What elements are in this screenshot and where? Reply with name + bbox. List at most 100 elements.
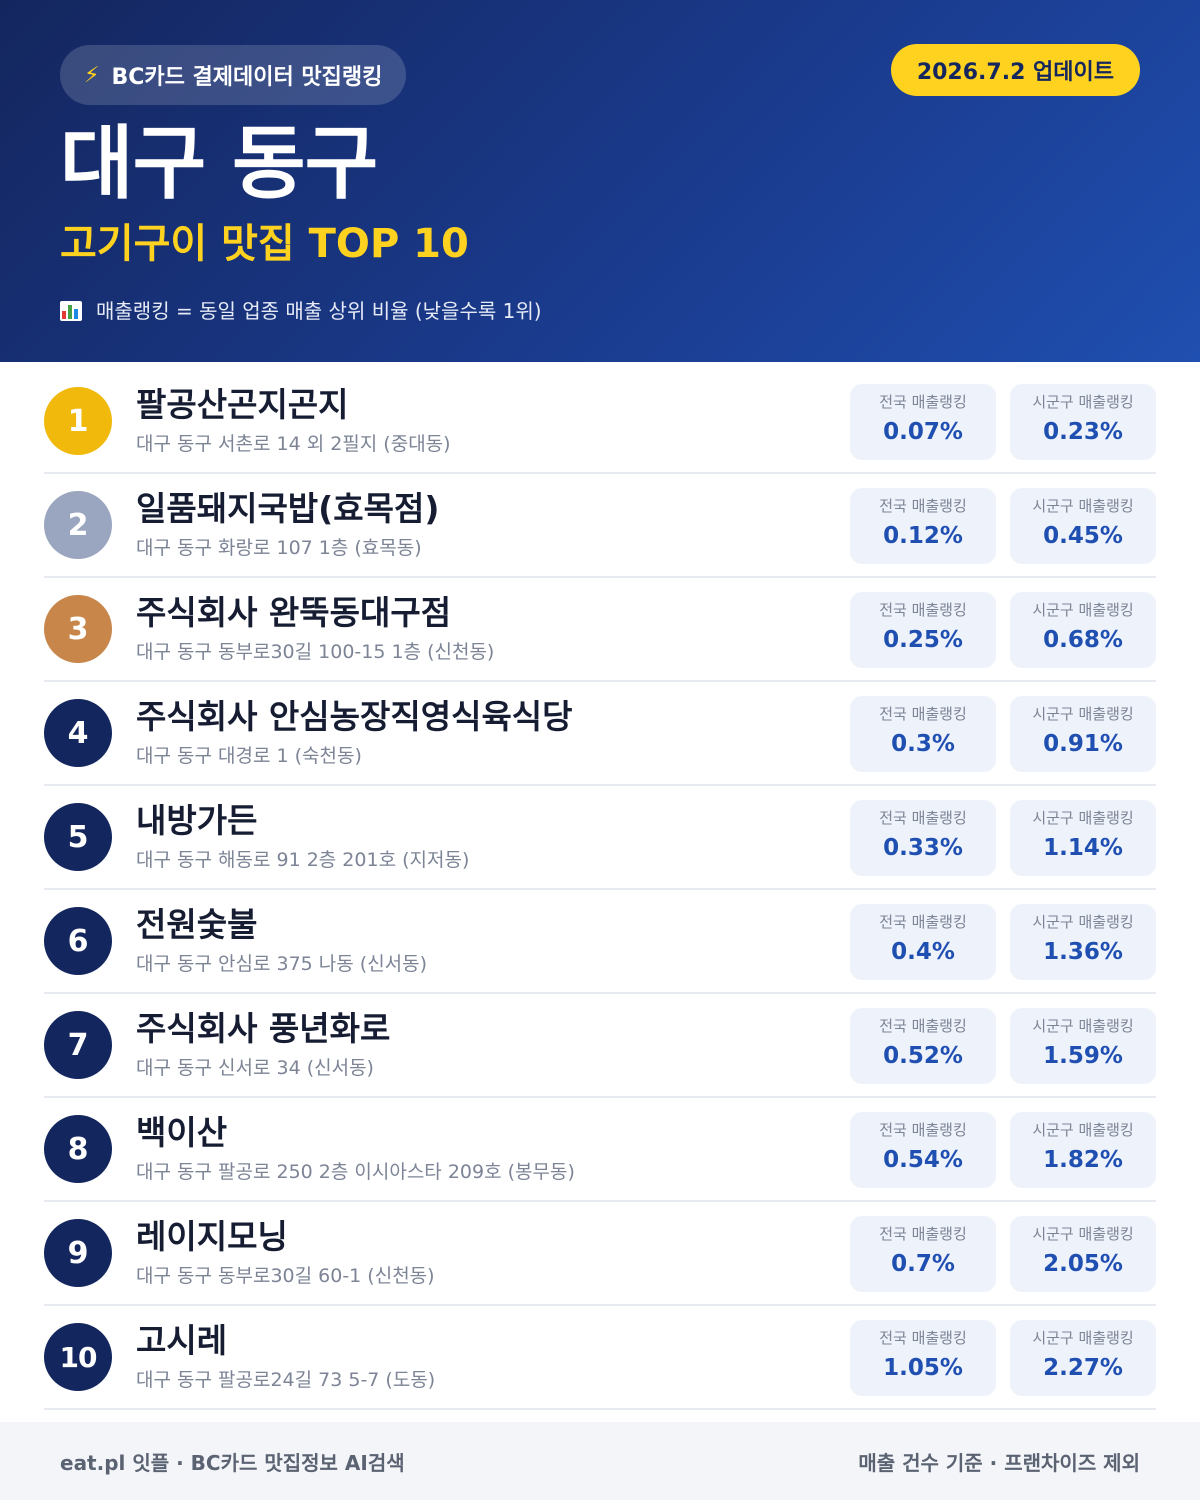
district-ranking-label: 시군구 매출랭킹 (1032, 1121, 1134, 1139)
restaurant-name[interactable]: 일품돼지국밥(효목점) (136, 489, 440, 528)
restaurant-address: 대구 동구 해동로 91 2층 201호 (지저동) (136, 849, 470, 871)
restaurant-name[interactable]: 레이지모닝 (136, 1217, 288, 1256)
restaurant-name[interactable]: 주식회사 풍년화로 (136, 1009, 391, 1048)
national-ranking-box: 전국 매출랭킹 0.33% (850, 800, 996, 876)
district-ranking-label: 시군구 매출랭킹 (1032, 1017, 1134, 1035)
national-ranking-label: 전국 매출랭킹 (879, 497, 967, 515)
national-ranking-label: 전국 매출랭킹 (879, 809, 967, 827)
national-ranking-box: 전국 매출랭킹 0.4% (850, 904, 996, 980)
national-ranking-label: 전국 매출랭킹 (879, 1225, 967, 1243)
national-ranking-value: 0.7% (891, 1251, 955, 1277)
restaurant-name[interactable]: 고시레 (136, 1321, 228, 1360)
district-ranking-box: 시군구 매출랭킹 1.36% (1010, 904, 1156, 980)
list-item[interactable]: 3 주식회사 완뚝동대구점 대구 동구 동부로30길 100-15 1층 (신천… (44, 578, 1156, 682)
rank-badge: 6 (44, 907, 112, 975)
district-ranking-value: 0.23% (1043, 419, 1123, 445)
district-ranking-value: 1.36% (1043, 939, 1123, 965)
national-ranking-box: 전국 매출랭킹 0.7% (850, 1216, 996, 1292)
national-ranking-box: 전국 매출랭킹 0.52% (850, 1008, 996, 1084)
district-ranking-value: 0.45% (1043, 523, 1123, 549)
rank-badge: 9 (44, 1219, 112, 1287)
national-ranking-box: 전국 매출랭킹 0.3% (850, 696, 996, 772)
national-ranking-value: 0.07% (883, 419, 963, 445)
district-ranking-value: 1.82% (1043, 1147, 1123, 1173)
district-ranking-box: 시군구 매출랭킹 1.14% (1010, 800, 1156, 876)
national-ranking-label: 전국 매출랭킹 (879, 1017, 967, 1035)
district-ranking-value: 0.68% (1043, 627, 1123, 653)
brand-pill: ⚡ BC카드 결제데이터 맛집랭킹 (60, 45, 407, 105)
district-ranking-box: 시군구 매출랭킹 0.23% (1010, 384, 1156, 460)
update-badge: 2026.7.2 업데이트 (890, 44, 1140, 96)
restaurant-address: 대구 동구 대경로 1 (숙천동) (136, 745, 362, 767)
national-ranking-box: 전국 매출랭킹 0.25% (850, 592, 996, 668)
list-item[interactable]: 2 일품돼지국밥(효목점) 대구 동구 화랑로 107 1층 (효목동) 전국 … (44, 474, 1156, 578)
footer: eat.pl 잇플 · BC카드 맛집정보 AI검색 매출 건수 기준 · 프랜… (0, 1422, 1200, 1500)
rank-badge: 4 (44, 699, 112, 767)
list-item[interactable]: 10 고시레 대구 동구 팔공로24길 73 5-7 (도동) 전국 매출랭킹 … (44, 1306, 1156, 1410)
district-ranking-value: 2.27% (1043, 1355, 1123, 1381)
district-ranking-value: 0.91% (1043, 731, 1123, 757)
national-ranking-value: 0.54% (883, 1147, 963, 1173)
header-banner: ⚡ BC카드 결제데이터 맛집랭킹 2026.7.2 업데이트 대구 동구 고기… (0, 0, 1200, 362)
district-ranking-box: 시군구 매출랭킹 0.45% (1010, 488, 1156, 564)
national-ranking-value: 0.12% (883, 523, 963, 549)
district-ranking-value: 1.14% (1043, 835, 1123, 861)
district-ranking-box: 시군구 매출랭킹 0.91% (1010, 696, 1156, 772)
district-ranking-box: 시군구 매출랭킹 0.68% (1010, 592, 1156, 668)
district-ranking-box: 시군구 매출랭킹 2.27% (1010, 1320, 1156, 1396)
national-ranking-value: 1.05% (883, 1355, 963, 1381)
national-ranking-box: 전국 매출랭킹 1.05% (850, 1320, 996, 1396)
list-item[interactable]: 6 전원숯불 대구 동구 안심로 375 나동 (신서동) 전국 매출랭킹 0.… (44, 890, 1156, 994)
rank-badge: 3 (44, 595, 112, 663)
restaurant-address: 대구 동구 서촌로 14 외 2필지 (중대동) (136, 433, 451, 455)
page-subtitle: 고기구이 맛집 TOP 10 (60, 221, 469, 267)
bolt-icon: ⚡ (84, 62, 100, 88)
restaurant-name[interactable]: 백이산 (136, 1113, 228, 1152)
list-item[interactable]: 5 내방가든 대구 동구 해동로 91 2층 201호 (지저동) 전국 매출랭… (44, 786, 1156, 890)
national-ranking-label: 전국 매출랭킹 (879, 1121, 967, 1139)
national-ranking-label: 전국 매출랭킹 (879, 393, 967, 411)
brand-label: BC카드 결제데이터 맛집랭킹 (111, 65, 383, 90)
rank-badge: 2 (44, 491, 112, 559)
list-item[interactable]: 8 백이산 대구 동구 팔공로 250 2층 이시아스타 209호 (봉무동) … (44, 1098, 1156, 1202)
restaurant-name[interactable]: 팔공산곤지곤지 (136, 385, 349, 424)
restaurant-name[interactable]: 내방가든 (136, 801, 258, 840)
district-ranking-box: 시군구 매출랭킹 1.59% (1010, 1008, 1156, 1084)
district-ranking-value: 1.59% (1043, 1043, 1123, 1069)
list-item[interactable]: 9 레이지모닝 대구 동구 동부로30길 60-1 (신천동) 전국 매출랭킹 … (44, 1202, 1156, 1306)
national-ranking-value: 0.3% (891, 731, 955, 757)
district-ranking-label: 시군구 매출랭킹 (1032, 1329, 1134, 1347)
district-ranking-box: 시군구 매출랭킹 2.05% (1010, 1216, 1156, 1292)
national-ranking-label: 전국 매출랭킹 (879, 705, 967, 723)
footer-criteria: 매출 건수 기준 · 프랜차이즈 제외 (858, 1450, 1140, 1475)
national-ranking-value: 0.4% (891, 939, 955, 965)
restaurant-address: 대구 동구 동부로30길 100-15 1층 (신천동) (136, 641, 495, 663)
district-ranking-value: 2.05% (1043, 1251, 1123, 1277)
national-ranking-value: 0.52% (883, 1043, 963, 1069)
national-ranking-box: 전국 매출랭킹 0.54% (850, 1112, 996, 1188)
restaurant-address: 대구 동구 화랑로 107 1층 (효목동) (136, 537, 422, 559)
national-ranking-box: 전국 매출랭킹 0.12% (850, 488, 996, 564)
restaurant-name[interactable]: 전원숯불 (136, 905, 258, 944)
list-item[interactable]: 4 주식회사 안심농장직영식육식당 대구 동구 대경로 1 (숙천동) 전국 매… (44, 682, 1156, 786)
restaurant-address: 대구 동구 팔공로24길 73 5-7 (도동) (136, 1369, 436, 1391)
district-ranking-label: 시군구 매출랭킹 (1032, 497, 1134, 515)
restaurant-address: 대구 동구 안심로 375 나동 (신서동) (136, 953, 428, 975)
rank-badge: 7 (44, 1011, 112, 1079)
national-ranking-value: 0.33% (883, 835, 963, 861)
national-ranking-label: 전국 매출랭킹 (879, 1329, 967, 1347)
national-ranking-value: 0.25% (883, 627, 963, 653)
restaurant-address: 대구 동구 신서로 34 (신서동) (136, 1057, 374, 1079)
district-ranking-label: 시군구 매출랭킹 (1032, 705, 1134, 723)
region-title: 대구 동구 (60, 117, 378, 210)
restaurant-address: 대구 동구 동부로30길 60-1 (신천동) (136, 1265, 435, 1287)
national-ranking-label: 전국 매출랭킹 (879, 601, 967, 619)
district-ranking-box: 시군구 매출랭킹 1.82% (1010, 1112, 1156, 1188)
list-item[interactable]: 7 주식회사 풍년화로 대구 동구 신서로 34 (신서동) 전국 매출랭킹 0… (44, 994, 1156, 1098)
rank-badge: 5 (44, 803, 112, 871)
district-ranking-label: 시군구 매출랭킹 (1032, 393, 1134, 411)
list-item[interactable]: 1 팔공산곤지곤지 대구 동구 서촌로 14 외 2필지 (중대동) 전국 매출… (44, 370, 1156, 474)
restaurant-name[interactable]: 주식회사 안심농장직영식육식당 (136, 697, 573, 736)
rank-badge: 1 (44, 387, 112, 455)
restaurant-name[interactable]: 주식회사 완뚝동대구점 (136, 593, 452, 632)
